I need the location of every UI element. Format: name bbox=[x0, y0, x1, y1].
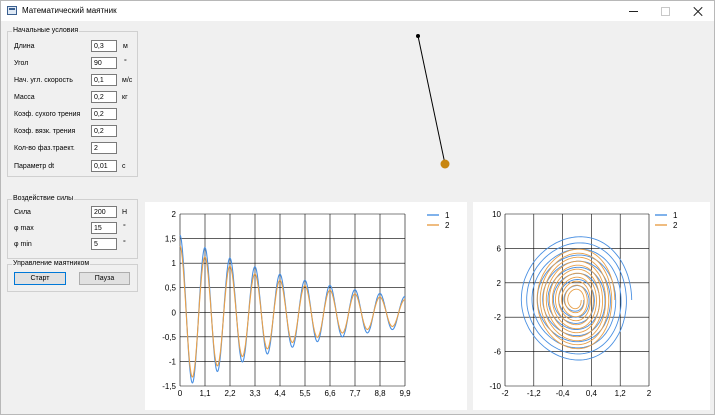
maximize-button[interactable] bbox=[653, 2, 679, 20]
mass-unit: кг bbox=[122, 94, 128, 101]
x-tick-label: 0,4 bbox=[586, 389, 598, 398]
app-icon bbox=[7, 6, 17, 15]
phase-count-label: Кол-во фаз.траект. bbox=[14, 145, 75, 152]
legend-label-2: 2 bbox=[673, 221, 678, 230]
angular-velocity-label: Нач. угл. скорость bbox=[14, 77, 73, 84]
x-tick-label: 5,5 bbox=[299, 389, 311, 398]
y-tick-label: -2 bbox=[494, 313, 502, 322]
viscous-friction-label: Коэф. вязк. трения bbox=[14, 128, 76, 135]
x-tick-label: -2 bbox=[501, 389, 509, 398]
dry-friction-input[interactable] bbox=[91, 108, 117, 120]
length-unit: м bbox=[123, 43, 128, 50]
y-tick-label: -6 bbox=[494, 348, 502, 357]
pendulum-bob bbox=[440, 159, 450, 169]
angle-time-chart: 0 1,1 2,2 3,3 4,4 5,5 6,6 7,7 8,8 9,9 2 1,5 1 0,5 0 -0,… bbox=[162, 210, 450, 398]
mass-label: Масса bbox=[14, 94, 35, 101]
phase-trajectory-2 bbox=[536, 248, 616, 350]
minimize-button[interactable] bbox=[621, 2, 647, 20]
viscous-friction-input[interactable] bbox=[91, 125, 117, 137]
dt-input[interactable] bbox=[91, 160, 117, 172]
x-tick-label: 4,4 bbox=[274, 389, 286, 398]
phase-panel: -2 -1,2 -0,4 0,4 1,2 2 10 6 2 -2 -6 -10 1 2 bbox=[473, 202, 710, 410]
phi-max-label: φ max bbox=[14, 225, 34, 232]
x-tick-label: 9,9 bbox=[399, 389, 411, 398]
window-title: Математический маятник bbox=[22, 6, 117, 15]
series-line-1 bbox=[179, 234, 405, 384]
y-tick-label: 0 bbox=[172, 308, 177, 317]
force-unit: Н bbox=[122, 209, 128, 216]
angle-time-panel: 0 1,1 2,2 3,3 4,4 5,5 6,6 7,7 8,8 9,9 2 1,5 1 0,5 0 -0,… bbox=[145, 202, 467, 410]
legend-label-1: 1 bbox=[673, 211, 678, 220]
mass-input[interactable] bbox=[91, 91, 117, 103]
control-title: Управление маятником bbox=[12, 260, 91, 267]
phi-min-unit: ° bbox=[123, 240, 126, 247]
y-tick-label: 2 bbox=[497, 279, 502, 288]
close-button[interactable] bbox=[685, 2, 711, 20]
length-label: Длина bbox=[14, 43, 35, 50]
angular-velocity-unit: м/с bbox=[122, 77, 133, 84]
pause-button[interactable]: Пауза bbox=[79, 272, 130, 285]
dry-friction-label: Коэф. сухого трения bbox=[14, 111, 81, 118]
angle-unit: ° bbox=[124, 59, 127, 66]
phi-max-input[interactable] bbox=[91, 222, 117, 234]
y-tick-label: 6 bbox=[497, 244, 502, 253]
legend-label-2: 2 bbox=[445, 221, 450, 230]
start-button[interactable]: Старт bbox=[14, 272, 66, 285]
title-bar: Математический маятник bbox=[1, 1, 714, 21]
phase-count-input[interactable] bbox=[91, 142, 117, 154]
x-tick-label: 1,1 bbox=[199, 389, 211, 398]
phi-min-input[interactable] bbox=[91, 238, 117, 250]
phi-max-unit: ° bbox=[123, 224, 126, 231]
angular-velocity-input[interactable] bbox=[91, 74, 117, 86]
pendulum-canvas bbox=[416, 34, 450, 169]
force-title: Воздействие силы bbox=[12, 195, 75, 202]
y-tick-label: -1,5 bbox=[162, 382, 176, 391]
y-tick-label: 1,5 bbox=[165, 235, 177, 244]
x-tick-label: -0,4 bbox=[556, 389, 570, 398]
series-line-2 bbox=[179, 245, 406, 378]
initial-conditions-group bbox=[7, 31, 138, 177]
angle-label: Угол bbox=[14, 60, 29, 67]
x-tick-label: 1,2 bbox=[615, 389, 627, 398]
x-tick-label: 2 bbox=[647, 389, 652, 398]
y-tick-label: -10 bbox=[489, 382, 501, 391]
y-tick-label: 1 bbox=[172, 259, 177, 268]
angle-input[interactable] bbox=[91, 57, 117, 69]
y-tick-label: 2 bbox=[172, 210, 177, 219]
x-tick-label: 6,6 bbox=[324, 389, 336, 398]
y-tick-label: -0,5 bbox=[162, 333, 176, 342]
legend-label-1: 1 bbox=[445, 211, 450, 220]
x-tick-label: 0 bbox=[178, 389, 183, 398]
x-tick-label: 2,2 bbox=[224, 389, 236, 398]
x-tick-label: -1,2 bbox=[527, 389, 541, 398]
x-tick-label: 7,7 bbox=[349, 389, 361, 398]
dt-unit: с bbox=[122, 163, 126, 170]
pendulum-rod bbox=[417, 35, 446, 165]
length-input[interactable] bbox=[91, 40, 117, 52]
phi-min-label: φ min bbox=[14, 241, 32, 248]
pendulum-pivot bbox=[416, 34, 420, 38]
force-input[interactable] bbox=[91, 206, 117, 218]
dt-label: Параметр dt bbox=[14, 163, 55, 170]
y-tick-label: 10 bbox=[492, 210, 501, 219]
x-tick-label: 3,3 bbox=[249, 389, 261, 398]
force-label: Сила bbox=[14, 209, 31, 216]
y-tick-label: -1 bbox=[169, 357, 177, 366]
y-tick-label: 0,5 bbox=[165, 284, 177, 293]
x-tick-label: 8,8 bbox=[374, 389, 386, 398]
initial-conditions-title: Начальные условия bbox=[12, 27, 80, 34]
